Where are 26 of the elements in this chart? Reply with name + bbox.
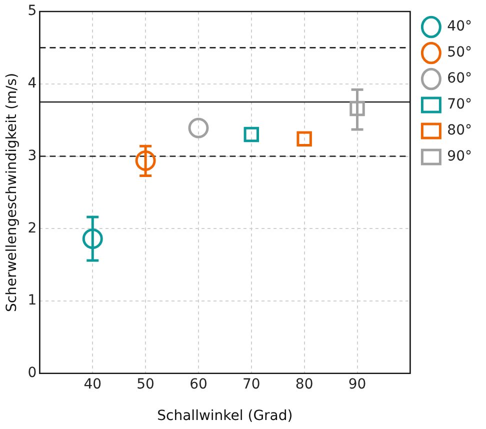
y-tick-label: 3 <box>28 148 37 164</box>
legend-label: 90° <box>447 148 472 165</box>
x-tick-label: 60 <box>190 376 208 392</box>
point <box>188 118 209 138</box>
x-tick-label: 40 <box>84 376 102 392</box>
y-tick-label: 4 <box>28 76 37 92</box>
point <box>244 126 260 142</box>
point <box>82 228 103 250</box>
x-axis-title: Schallwinkel (Grad) <box>157 408 293 424</box>
y-axis-title: Scherwellengeschwindigkeit (m/s) <box>4 72 20 312</box>
legend-label: 70° <box>447 96 472 113</box>
legend-label: 60° <box>447 70 472 87</box>
y-tick-label: 5 <box>28 3 37 20</box>
legend-label: 80° <box>447 122 472 139</box>
x-tick-label: 70 <box>242 376 260 392</box>
y-tick-label: 0 <box>28 365 37 382</box>
point <box>135 150 156 171</box>
y-tick-label: 2 <box>28 220 37 236</box>
point <box>296 131 312 147</box>
x-tick-label: 50 <box>136 376 154 392</box>
y-tick-label: 1 <box>28 292 37 309</box>
legend-label: 50° <box>447 44 472 61</box>
point <box>350 100 365 116</box>
x-tick-label: 80 <box>295 376 314 392</box>
legend-label: 40° <box>447 18 472 35</box>
x-tick-label: 90 <box>348 376 366 392</box>
